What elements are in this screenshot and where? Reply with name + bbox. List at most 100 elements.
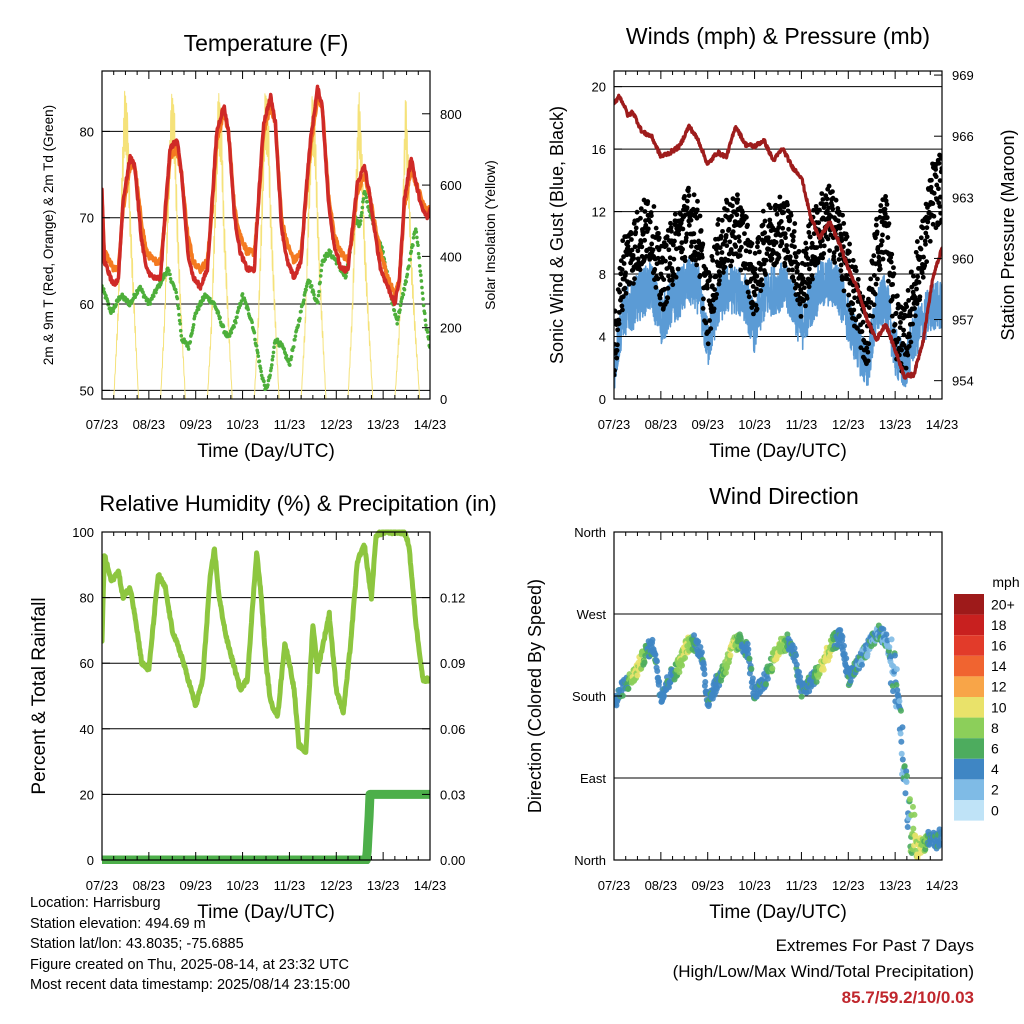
dewpoint-point (415, 240, 420, 245)
precipitation-line (102, 789, 430, 864)
gust-point (758, 266, 763, 272)
gust-point (742, 265, 748, 271)
gust-point (717, 245, 723, 251)
gust-point (670, 242, 676, 248)
gust-point (924, 259, 930, 265)
gust-point (667, 261, 673, 266)
dewpoint-point (308, 279, 312, 284)
gust-point (713, 246, 719, 252)
gust-point (810, 276, 815, 282)
dewpoint-point (421, 303, 426, 308)
gust-point (708, 274, 713, 280)
direction-point (904, 824, 911, 831)
direction-title: Wind Direction (709, 483, 859, 509)
gust-point (665, 295, 671, 301)
gust-point (710, 257, 716, 263)
legend-swatch (954, 738, 984, 759)
gust-point (657, 295, 663, 301)
dewpoint-point (424, 323, 428, 328)
gust-point (824, 201, 829, 207)
direction-point (898, 738, 905, 745)
direction-xtick-label: 11/23 (786, 878, 818, 893)
gust-point (653, 225, 659, 231)
legend-swatch (954, 614, 984, 636)
dewpoint-point (234, 320, 238, 325)
gust-point (898, 311, 904, 316)
humidity-ytick-label: 20 (80, 787, 94, 802)
gust-point (883, 198, 889, 204)
latlon-text: Station lat/lon: 43.8035; -75.6885 (30, 936, 244, 952)
dewpoint-point (309, 284, 314, 288)
gust-point (791, 278, 797, 284)
humidity-xtick-label: 10/23 (226, 878, 259, 893)
dewpoint-point (293, 337, 297, 342)
dewpoint-point (229, 330, 234, 335)
gust-point (877, 262, 883, 268)
direction-xtick-label: 12/23 (832, 878, 865, 893)
extremes-subtitle: (High/Low/Max Wind/Total Precipitation) (672, 962, 974, 981)
gust-point (797, 301, 803, 307)
dewpoint-point (319, 268, 324, 273)
gust-point (937, 204, 942, 209)
dewpoint-point (179, 333, 184, 338)
winds-xtick-label: 14/23 (926, 417, 959, 432)
gust-point (690, 206, 696, 212)
created-text: Figure created on Thu, 2025-08-14, at 23… (30, 956, 349, 973)
gust-point (736, 234, 742, 240)
dewpoint-point (359, 213, 364, 218)
dewpoint-point (191, 322, 196, 327)
gust-point (703, 320, 709, 326)
temperature-xtick-label: 12/23 (320, 417, 353, 432)
gust-point (688, 243, 694, 249)
gust-point (712, 287, 718, 292)
gust-point (656, 230, 661, 236)
gust-point (780, 225, 786, 231)
gust-point (841, 221, 847, 226)
dewpoint-point (408, 257, 412, 262)
gust-point (650, 247, 656, 253)
direction-point (902, 790, 909, 797)
direction-point (745, 646, 752, 653)
gust-point (907, 334, 912, 339)
gust-point (728, 247, 734, 252)
direction-xtick-label: 08/23 (645, 878, 678, 893)
gust-point (652, 267, 658, 272)
gust-point (933, 174, 939, 180)
direction-point (897, 707, 904, 714)
gust-point (760, 282, 765, 288)
gust-point (817, 207, 822, 213)
direction-point (901, 763, 908, 770)
dewpoint-point (416, 243, 420, 248)
winds-y2tick-label: 966 (952, 129, 974, 144)
dewpoint-point (318, 280, 322, 285)
gust-point (722, 264, 728, 270)
gust-point (776, 224, 782, 230)
gust-point (785, 249, 791, 255)
direction-point (894, 687, 901, 694)
humidity-ytick-label: 80 (80, 591, 94, 606)
gust-point (837, 225, 843, 231)
gust-point (724, 243, 730, 249)
gust-point (633, 229, 639, 235)
gust-point (753, 302, 759, 308)
gust-point (893, 310, 899, 316)
dewpoint-point (420, 285, 424, 290)
gust-point (736, 238, 742, 244)
gust-point (852, 295, 858, 301)
gust-point (709, 254, 715, 259)
humidity-data (102, 529, 430, 864)
temperature-y2tick-label: 400 (440, 249, 462, 264)
temperature-ytick-label: 80 (80, 124, 94, 139)
gust-point (669, 277, 675, 283)
dewpoint-point (416, 251, 421, 256)
gust-point (683, 235, 689, 241)
legend-label: 4 (991, 761, 999, 777)
winds-data (614, 93, 942, 389)
gust-point (804, 295, 810, 301)
temperature-ytick-label: 70 (80, 211, 94, 226)
gust-point (622, 285, 628, 291)
gust-point (706, 270, 712, 275)
gust-point (769, 256, 775, 262)
dewpoint-point (190, 331, 194, 335)
gust-point (891, 271, 897, 277)
